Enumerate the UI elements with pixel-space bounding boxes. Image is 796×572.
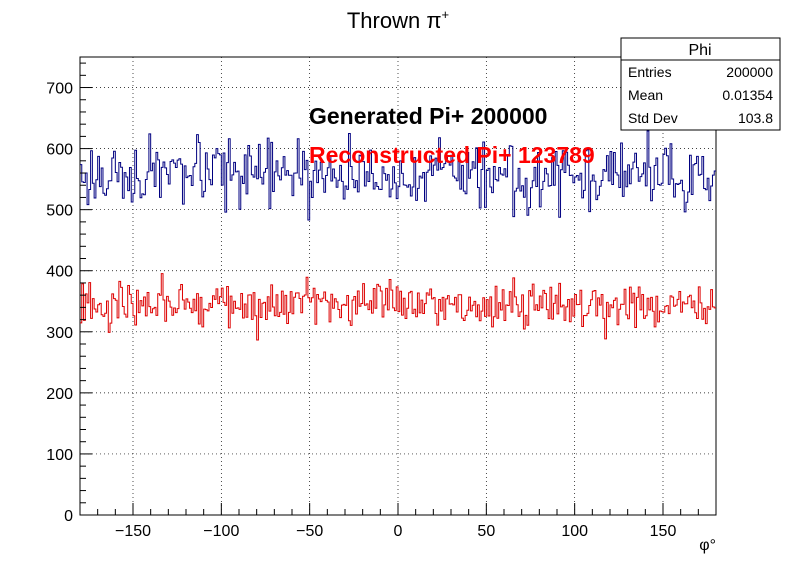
generated-annotation: Generated Pi+ 200000 bbox=[309, 103, 547, 129]
x-tick-label: −100 bbox=[203, 523, 239, 540]
y-tick-label: 100 bbox=[46, 447, 73, 464]
chart-title-base: Thrown bbox=[347, 8, 426, 33]
y-tick-label: 600 bbox=[46, 142, 73, 159]
x-tick-label: 0 bbox=[394, 523, 403, 540]
stats-label-stddev: Std Dev bbox=[628, 110, 678, 126]
y-tick-label: 200 bbox=[46, 386, 73, 403]
y-tick-label: 0 bbox=[64, 508, 73, 525]
x-tick-label: −150 bbox=[115, 523, 151, 540]
series-layer bbox=[80, 130, 716, 341]
stats-value-entries: 200000 bbox=[726, 64, 773, 80]
grid-lines bbox=[80, 57, 716, 515]
reconstructed-annotation: Reconstructed Pi+ 123789 bbox=[309, 142, 595, 168]
chart-title-symbol: π bbox=[426, 8, 441, 33]
stats-value-stddev: 103.8 bbox=[738, 110, 773, 126]
chart-title-sup: + bbox=[442, 7, 450, 22]
x-tick-label: 150 bbox=[650, 523, 677, 540]
reconstructed-histogram bbox=[80, 273, 716, 341]
stats-label-entries: Entries bbox=[628, 64, 672, 80]
y-tick-label: 500 bbox=[46, 203, 73, 220]
x-tick-label: −50 bbox=[296, 523, 323, 540]
generated-histogram bbox=[80, 130, 716, 221]
stats-box-frame bbox=[620, 37, 781, 131]
y-tick-label: 700 bbox=[46, 81, 73, 98]
stats-value-mean: 0.01354 bbox=[722, 87, 773, 103]
x-tick-label: 100 bbox=[561, 523, 588, 540]
chart-title: Thrown π+ bbox=[347, 7, 449, 33]
y-tick-label: 400 bbox=[46, 264, 73, 281]
stats-label-mean: Mean bbox=[628, 87, 663, 103]
stats-box: Phi Entries 200000 Mean 0.01354 Std Dev … bbox=[620, 37, 781, 131]
y-tick-label: 300 bbox=[46, 325, 73, 342]
x-tick-label: 50 bbox=[477, 523, 495, 540]
x-axis-title: φ° bbox=[699, 537, 716, 554]
stats-box-title: Phi bbox=[688, 42, 711, 59]
axes: −150 −100 −50 0 50 100 150 0 100 200 300 400 500 600 7… bbox=[46, 62, 717, 540]
